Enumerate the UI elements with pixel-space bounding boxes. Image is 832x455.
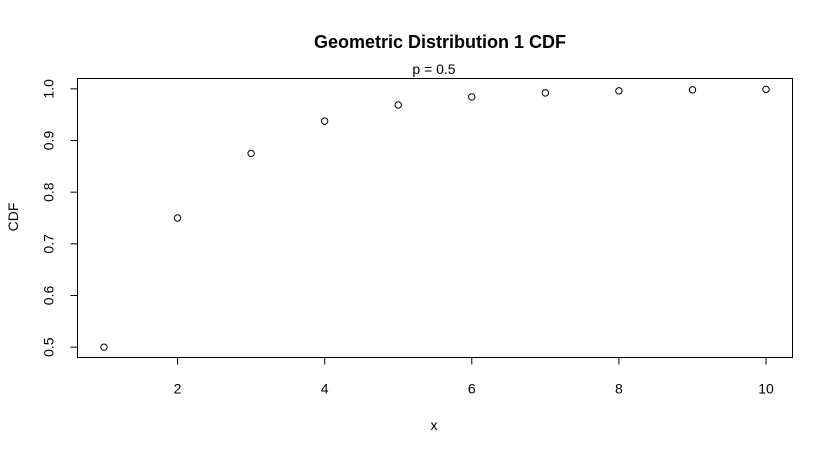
x-tick-label: 6 [468, 381, 476, 397]
data-point [100, 343, 108, 351]
y-axis-label: CDF [5, 203, 21, 232]
x-axis-label: x [431, 417, 438, 433]
y-tick-label: 0.9 [41, 131, 57, 151]
x-tick-label: 4 [321, 381, 329, 397]
x-tick-label: 2 [174, 381, 182, 397]
chart-title: Geometric Distribution 1 CDF [314, 32, 566, 52]
data-point [173, 214, 182, 222]
data-point [688, 86, 697, 94]
data-point [762, 85, 770, 94]
y-tick-label: 0.7 [41, 234, 57, 254]
data-point [468, 93, 476, 101]
y-axis: 0.5 0.6 0.7 0.8 0.9 1.0 [41, 79, 78, 357]
data-point [394, 101, 402, 109]
data-points [100, 85, 770, 351]
plot-frame [77, 78, 793, 358]
data-point [541, 89, 550, 97]
x-tick-label: 10 [758, 381, 774, 397]
y-tick-label: 0.8 [41, 182, 57, 202]
y-tick-label: 0.6 [41, 286, 57, 306]
x-axis: 2 4 6 8 10 [174, 357, 774, 397]
y-tick-label: 1.0 [41, 79, 57, 99]
y-tick-label: 0.5 [41, 337, 57, 357]
chart-subtitle: p = 0.5 [412, 61, 455, 77]
data-point [320, 117, 329, 125]
data-point [247, 149, 255, 158]
data-point [615, 87, 623, 95]
x-tick-label: 8 [615, 381, 623, 397]
